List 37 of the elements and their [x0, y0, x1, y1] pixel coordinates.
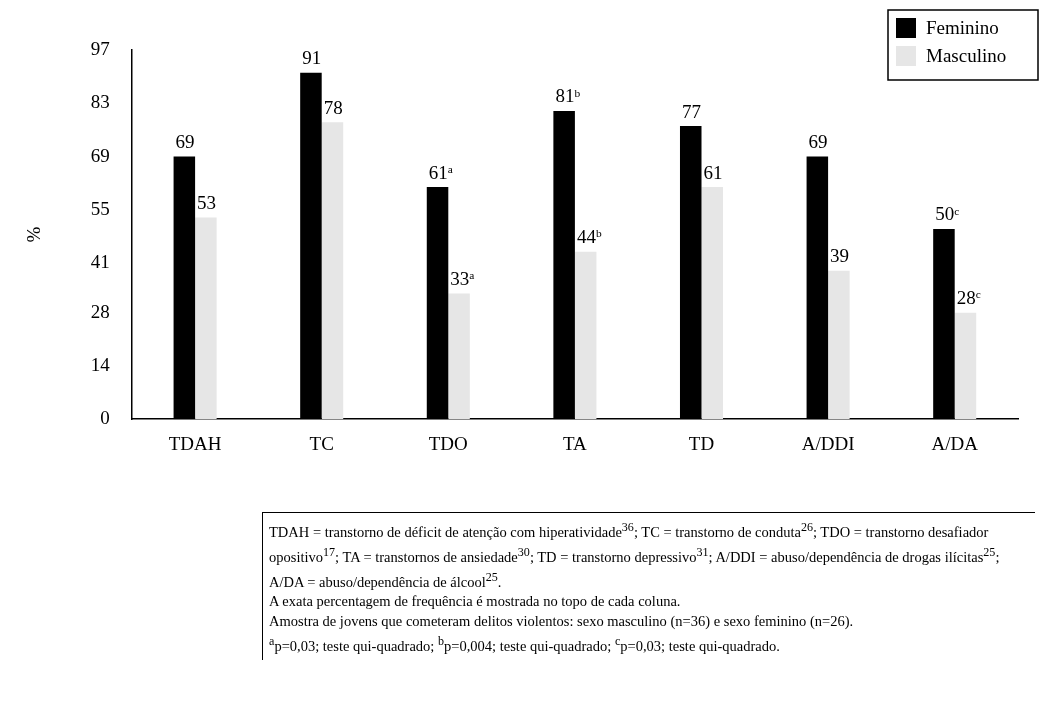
- y-tick-label: 14: [90, 353, 111, 375]
- data-label: 78: [323, 96, 343, 118]
- x-tick-label: TDAH: [168, 432, 222, 454]
- data-label: 77: [681, 100, 701, 122]
- bar: [701, 187, 724, 420]
- data-label: 69: [808, 131, 828, 153]
- data-label: 91: [302, 47, 322, 69]
- text: TDAH = transtorno de déficit de atenção com hiperatividade$^{36}$; TC = transtorno de conduta$^{26}$; TDO = transtorno desafiador opositivo$^{17}$; TA = transtornos de ansiedade$^{30}$; TD = transtorno depressivo$^{31}$; A/DDI = abuso/dependência de drogas ilícitas$^{25}$; A/DA = abuso/dependência de álcool$^{25}$.: [269, 520, 1000, 590]
- y-tick-label: 41: [90, 251, 110, 273]
- bar: [954, 312, 977, 420]
- x-tick-label: TD: [688, 432, 715, 454]
- y-tick-label: 69: [90, 144, 110, 166]
- bar: [828, 270, 850, 420]
- legend-label: Feminino: [926, 16, 999, 38]
- bar: [448, 293, 470, 420]
- bar: [195, 217, 217, 420]
- data-label: 39: [830, 245, 850, 267]
- y-tick-label: 83: [90, 91, 110, 113]
- bar: [321, 122, 344, 420]
- y-tick-label: 55: [90, 197, 110, 219]
- x-tick-label: TDO: [428, 432, 468, 454]
- y-tick-label: 0: [100, 407, 110, 429]
- y-tick-label: 28: [90, 300, 110, 322]
- x-tick-label: A/DA: [931, 432, 979, 454]
- text: A exata percentagem de frequência é mostrada no topo de cada coluna.: [269, 592, 682, 612]
- y-tick-label: 97: [90, 37, 110, 59]
- legend-label: Masculino: [926, 44, 1007, 66]
- text: $^{a}$p=0,03; teste qui-quadrado; $^{b}$p=0,004; teste qui-quadrado; $^{c}$p=0,03; teste qui-quadrado.: [269, 633, 781, 657]
- x-tick-label: A/DDI: [801, 432, 855, 454]
- x-tick-label: TA: [562, 432, 588, 454]
- x-tick-label: TC: [309, 432, 334, 454]
- text: Amostra de jovens que cometeram delitos violentos: sexo masculino (n=36) e sexo feminino (n=26).: [269, 612, 855, 632]
- y-axis-title: %: [23, 226, 45, 243]
- data-label: 61: [703, 161, 723, 183]
- bar: [574, 251, 597, 420]
- data-label: 53: [197, 191, 217, 213]
- data-label: 69: [175, 131, 195, 153]
